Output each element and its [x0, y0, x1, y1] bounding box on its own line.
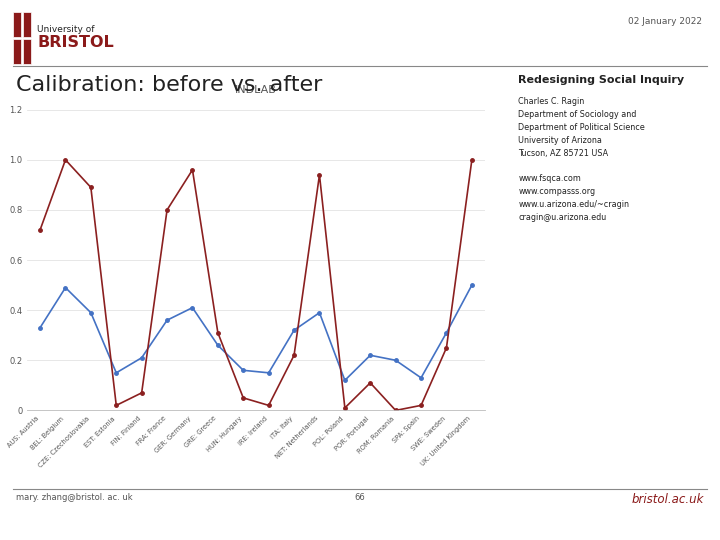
- INDLAB: BEFORE: (15, 0.13): BEFORE: (15, 0.13): [417, 375, 426, 381]
- INDLAB: AFTER: (15, 0.02): AFTER: (15, 0.02): [417, 402, 426, 409]
- INDLAB: BEFORE: (3, 0.15): BEFORE: (3, 0.15): [112, 369, 120, 376]
- INDLAB: BEFORE: (4, 0.21): BEFORE: (4, 0.21): [138, 355, 146, 361]
- INDLAB: AFTER: (10, 0.22): AFTER: (10, 0.22): [289, 352, 298, 359]
- INDLAB: BEFORE: (8, 0.16): BEFORE: (8, 0.16): [239, 367, 248, 374]
- INDLAB: BEFORE: (12, 0.12): BEFORE: (12, 0.12): [341, 377, 349, 383]
- INDLAB: AFTER: (2, 0.89): AFTER: (2, 0.89): [86, 184, 95, 191]
- INDLAB: AFTER: (6, 0.96): AFTER: (6, 0.96): [188, 167, 197, 173]
- Text: Redesigning Social Inquiry: Redesigning Social Inquiry: [518, 75, 685, 85]
- Text: Charles C. Ragin
Department of Sociology and
Department of Political Science
Uni: Charles C. Ragin Department of Sociology…: [518, 97, 645, 222]
- Text: mary. zhang@bristol. ac. uk: mary. zhang@bristol. ac. uk: [16, 493, 132, 502]
- INDLAB: BEFORE: (13, 0.22): BEFORE: (13, 0.22): [366, 352, 374, 359]
- INDLAB: BEFORE: (1, 0.49): BEFORE: (1, 0.49): [61, 285, 70, 291]
- INDLAB: AFTER: (16, 0.25): AFTER: (16, 0.25): [442, 345, 451, 351]
- INDLAB: AFTER: (4, 0.07): AFTER: (4, 0.07): [138, 390, 146, 396]
- INDLAB: AFTER: (12, 0.01): AFTER: (12, 0.01): [341, 404, 349, 411]
- INDLAB: AFTER: (17, 1): AFTER: (17, 1): [467, 157, 476, 163]
- INDLAB: BEFORE: (2, 0.39): BEFORE: (2, 0.39): [86, 309, 95, 316]
- INDLAB: BEFORE: (0, 0.33): BEFORE: (0, 0.33): [36, 325, 45, 331]
- Text: BRISTOL: BRISTOL: [37, 35, 114, 50]
- INDLAB: BEFORE: (5, 0.36): BEFORE: (5, 0.36): [163, 317, 171, 323]
- INDLAB: BEFORE: (9, 0.15): BEFORE: (9, 0.15): [264, 369, 273, 376]
- INDLAB: BEFORE: (6, 0.41): BEFORE: (6, 0.41): [188, 305, 197, 311]
- Text: Calibration: before vs. after: Calibration: before vs. after: [16, 75, 323, 94]
- Text: bristol.ac.uk: bristol.ac.uk: [631, 493, 704, 506]
- INDLAB: BEFORE: (16, 0.31): BEFORE: (16, 0.31): [442, 329, 451, 336]
- INDLAB: AFTER: (3, 0.02): AFTER: (3, 0.02): [112, 402, 120, 409]
- INDLAB: AFTER: (14, 0): AFTER: (14, 0): [392, 407, 400, 414]
- INDLAB: AFTER: (0, 0.72): AFTER: (0, 0.72): [36, 227, 45, 233]
- INDLAB: AFTER: (8, 0.05): AFTER: (8, 0.05): [239, 395, 248, 401]
- Text: University of: University of: [37, 25, 95, 34]
- INDLAB: BEFORE: (7, 0.26): BEFORE: (7, 0.26): [214, 342, 222, 348]
- Text: 02 January 2022: 02 January 2022: [628, 17, 702, 26]
- INDLAB: BEFORE: (10, 0.32): BEFORE: (10, 0.32): [289, 327, 298, 334]
- Line: INDLAB: BEFORE: INDLAB: BEFORE: [38, 284, 474, 382]
- Title: INDLAB: INDLAB: [235, 85, 277, 95]
- Text: 66: 66: [355, 493, 365, 502]
- INDLAB: AFTER: (13, 0.11): AFTER: (13, 0.11): [366, 380, 374, 386]
- INDLAB: AFTER: (11, 0.94): AFTER: (11, 0.94): [315, 172, 324, 178]
- INDLAB: BEFORE: (17, 0.5): BEFORE: (17, 0.5): [467, 282, 476, 288]
- INDLAB: AFTER: (7, 0.31): AFTER: (7, 0.31): [214, 329, 222, 336]
- INDLAB: BEFORE: (14, 0.2): BEFORE: (14, 0.2): [392, 357, 400, 363]
- INDLAB: AFTER: (1, 1): AFTER: (1, 1): [61, 157, 70, 163]
- INDLAB: BEFORE: (11, 0.39): BEFORE: (11, 0.39): [315, 309, 324, 316]
- INDLAB: AFTER: (9, 0.02): AFTER: (9, 0.02): [264, 402, 273, 409]
- INDLAB: AFTER: (5, 0.8): AFTER: (5, 0.8): [163, 207, 171, 213]
- Line: INDLAB: AFTER: INDLAB: AFTER: [38, 158, 474, 412]
